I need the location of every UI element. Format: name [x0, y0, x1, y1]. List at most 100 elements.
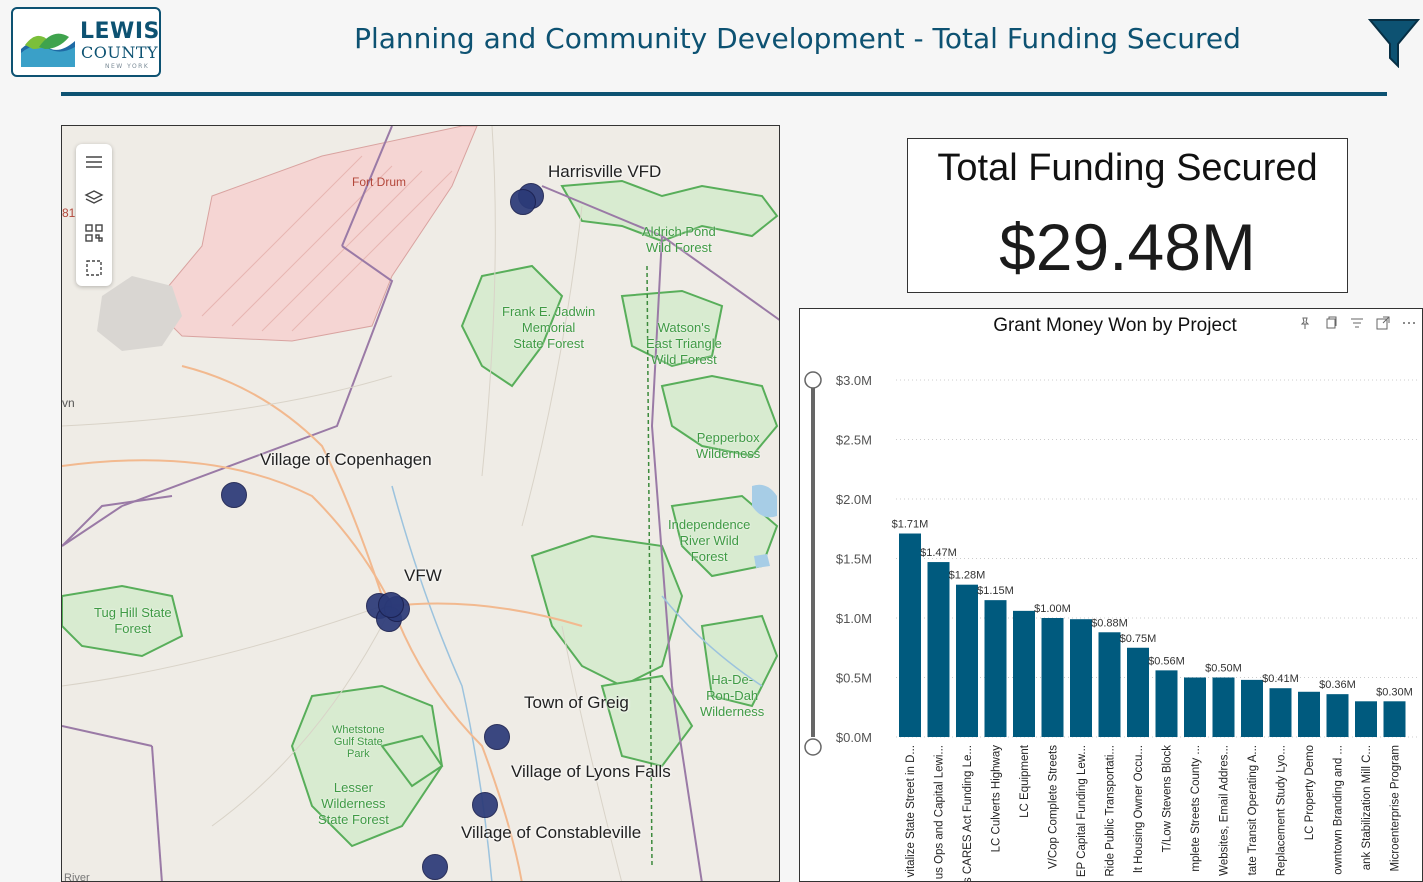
- data-label: $0.50M: [1205, 663, 1242, 675]
- data-label: $0.41M: [1262, 673, 1299, 685]
- map-marker[interactable]: [378, 592, 404, 618]
- x-tick-label: LC Property Demo: [1304, 745, 1316, 840]
- kpi-title: Total Funding Secured: [937, 147, 1318, 189]
- chart-bar[interactable]: [1326, 694, 1349, 737]
- x-tick-label: tate Transit Operating A...: [1247, 745, 1259, 875]
- chart-bar[interactable]: [1041, 618, 1064, 737]
- x-tick-label: V/Cop Complete Streets: [1048, 745, 1060, 869]
- map-marker[interactable]: [510, 189, 536, 215]
- total-funding-card[interactable]: Total Funding Secured $29.48M: [907, 138, 1348, 293]
- chart-bar[interactable]: [1184, 677, 1206, 738]
- map-label-harrisville: Harrisville VFD: [548, 162, 662, 181]
- x-tick-label: us Ops and Capital Lewi...: [934, 745, 946, 879]
- x-tick-label: LC Culverts Highway: [991, 745, 1003, 853]
- chart-bar[interactable]: [984, 600, 1007, 737]
- data-label: $1.15M: [977, 585, 1014, 597]
- x-tick-label: vitalize State Street in D...: [905, 745, 917, 877]
- select-area-icon[interactable]: [82, 256, 106, 280]
- grant-chart-card[interactable]: Grant Money Won by Project $0.0M $0.5M $1.…: [799, 308, 1423, 882]
- chart-bar[interactable]: [1070, 619, 1092, 737]
- lewis-county-logo[interactable]: LEWIS COUNTY NEW YORK: [11, 7, 161, 77]
- chart-bar[interactable]: [927, 562, 950, 737]
- chart-bar[interactable]: [1269, 688, 1292, 737]
- x-tick-label: Microenterprise Program: [1390, 745, 1402, 872]
- chart-bar[interactable]: [1298, 691, 1320, 737]
- map-label-edge: vn: [62, 396, 75, 410]
- map-label-lesser: Lesser Wilderness State Forest: [318, 780, 389, 827]
- map-toolbar: [76, 144, 112, 286]
- y-tick-label: $2.0M: [836, 492, 872, 507]
- data-label: $0.56M: [1148, 655, 1185, 667]
- data-label: $1.28M: [949, 570, 986, 582]
- map-label-aldrich: Aldrich Pond Wild Forest: [642, 224, 716, 255]
- more-options-icon[interactable]: [1402, 315, 1416, 329]
- chart-bar[interactable]: [956, 584, 978, 737]
- chart-title: Grant Money Won by Project: [993, 315, 1237, 336]
- map-label-fort-drum: Fort Drum: [352, 175, 406, 189]
- zoom-slider-handle[interactable]: [804, 738, 822, 756]
- x-tick-label: Ride Public Transportati...: [1105, 745, 1117, 877]
- chart-bar[interactable]: [1212, 677, 1235, 738]
- layers-icon[interactable]: [82, 186, 106, 210]
- chart-bar[interactable]: [1127, 647, 1149, 737]
- map-marker[interactable]: [422, 854, 448, 880]
- zoom-slider-handle[interactable]: [804, 371, 822, 389]
- data-label: $0.36M: [1319, 679, 1356, 691]
- x-tick-label: Replacement Study Lyo...: [1276, 745, 1288, 876]
- bar-chart: $0.0M $0.5M $1.0M $1.5M $2.0M $2.5M $3.0M $1.71…: [804, 371, 1420, 882]
- y-tick-label: $1.0M: [836, 611, 872, 626]
- map-label-greig: Town of Greig: [524, 693, 629, 712]
- y-tick-label: $2.5M: [836, 433, 872, 448]
- map-label-whetstone: Whetstone Gulf State Park: [332, 724, 385, 760]
- chart-bar[interactable]: [1241, 679, 1263, 737]
- title-divider: [61, 92, 1387, 96]
- map-label-lyons-falls: Village of Lyons Falls: [511, 762, 671, 781]
- chart-bar[interactable]: [1013, 610, 1035, 737]
- y-tick-label: $0.0M: [836, 730, 872, 745]
- map-marker[interactable]: [221, 482, 247, 508]
- map-label-route: 81: [62, 206, 76, 220]
- filter-icon[interactable]: [1367, 18, 1421, 72]
- x-tick-label: lt Housing Owner Occu...: [1133, 745, 1145, 873]
- chart-bar[interactable]: [1155, 670, 1178, 737]
- map-label-watsons: Watson's East Triangle Wild Forest: [646, 320, 722, 367]
- x-tick-label: EP Capital Funding Lew...: [1076, 745, 1088, 877]
- x-tick-label: owntown Branding and ...: [1333, 745, 1345, 875]
- x-tick-label: ank Stabilization Mill C...: [1361, 745, 1373, 870]
- y-tick-label: $0.5M: [836, 671, 872, 686]
- map-label-hadero: Ha-De- Ron-Dah Wilderness: [700, 672, 765, 719]
- pin-icon[interactable]: [1298, 315, 1312, 329]
- map-marker[interactable]: [484, 724, 510, 750]
- y-tick-label: $3.0M: [836, 373, 872, 388]
- project-map[interactable]: Fort Drum 81 vn River Aldrich Pond Wild …: [61, 125, 780, 882]
- map-marker[interactable]: [472, 792, 498, 818]
- filter-visual-icon[interactable]: [1350, 315, 1364, 329]
- x-tick-label: T/Low Stevens Block: [1162, 745, 1174, 853]
- chart-bar[interactable]: [1098, 632, 1121, 737]
- map-label-copenhagen: Village of Copenhagen: [260, 450, 432, 469]
- chart-bar[interactable]: [899, 533, 921, 737]
- chart-bar[interactable]: [1355, 701, 1377, 737]
- menu-icon[interactable]: [82, 150, 106, 174]
- copy-icon[interactable]: [1324, 315, 1338, 329]
- chart-bar[interactable]: [1383, 701, 1406, 737]
- focus-mode-icon[interactable]: [1376, 315, 1390, 330]
- x-tick-label: s CARES Act Funding Le...: [962, 745, 974, 882]
- map-label-river: River: [64, 872, 90, 882]
- data-label: $1.71M: [892, 519, 929, 531]
- qr-code-icon[interactable]: [82, 221, 106, 245]
- logo-state: NEW YORK: [105, 63, 150, 70]
- x-tick-label: Websites, Email Addres...: [1219, 745, 1231, 876]
- map-label-jadwin: Frank E. Jadwin Memorial State Forest: [502, 304, 596, 351]
- x-tick-label: LC Equipment: [1019, 744, 1031, 818]
- map-label-independence: Independence River Wild Forest: [668, 517, 751, 564]
- map-label-pepperbox: Pepperbox Wilderness: [696, 430, 761, 461]
- map-label-constableville: Village of Constableville: [461, 823, 642, 842]
- data-label: $0.75M: [1120, 633, 1157, 645]
- logo-mark-icon: [21, 33, 75, 67]
- data-label: $0.88M: [1091, 617, 1128, 629]
- logo-subtext: COUNTY: [81, 43, 159, 62]
- kpi-value: $29.48M: [999, 210, 1256, 284]
- map-label-vfw: VFW: [404, 566, 442, 585]
